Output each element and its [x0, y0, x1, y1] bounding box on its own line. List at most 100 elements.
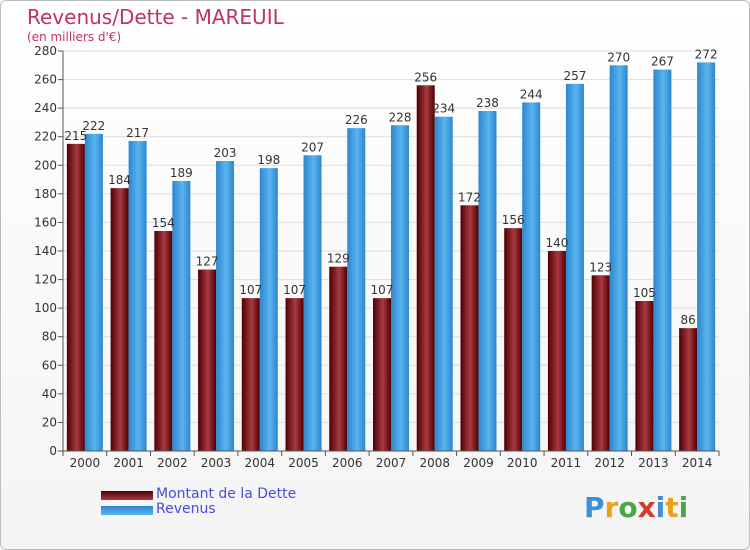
legend-swatch-revenus — [101, 506, 153, 515]
x-tick-label: 2005 — [288, 456, 319, 470]
value-label-revenus: 226 — [345, 113, 368, 127]
legend-label-dette: Montant de la Dette — [156, 486, 297, 502]
bar-dette — [241, 298, 260, 451]
bar-revenus — [522, 102, 541, 451]
y-tick-label: 100 — [34, 301, 57, 315]
value-label-dette: 172 — [458, 190, 481, 204]
y-tick-label: 120 — [34, 273, 57, 287]
x-tick-label: 2000 — [70, 456, 101, 470]
bar-revenus — [653, 69, 672, 452]
value-label-dette: 123 — [589, 260, 612, 274]
value-label-revenus: 207 — [301, 140, 324, 154]
value-label-revenus: 272 — [695, 47, 718, 61]
value-label-dette: 215 — [64, 129, 87, 143]
value-label-revenus: 228 — [389, 110, 412, 124]
value-label-revenus: 217 — [126, 126, 149, 140]
value-label-dette: 107 — [283, 283, 306, 297]
y-tick-label: 280 — [34, 44, 57, 58]
x-tick-label: 2007 — [376, 456, 407, 470]
y-tick-label: 180 — [34, 187, 57, 201]
bar-revenus — [391, 125, 409, 452]
bar-revenus — [697, 62, 716, 452]
value-label-revenus: 234 — [432, 102, 455, 116]
x-tick-label: 2002 — [157, 456, 188, 470]
value-label-revenus: 244 — [520, 87, 543, 101]
y-tick-label: 160 — [34, 215, 57, 229]
value-label-revenus: 189 — [170, 166, 193, 180]
y-tick-label: 240 — [34, 101, 57, 115]
value-label-dette: 256 — [414, 70, 437, 84]
bar-dette — [460, 205, 479, 451]
bar-revenus — [434, 116, 453, 451]
x-tick-label: 2008 — [419, 456, 450, 470]
x-tick-label: 2010 — [507, 456, 538, 470]
x-tick-label: 2012 — [594, 456, 625, 470]
bar-dette — [547, 251, 566, 451]
value-label-dette: 129 — [327, 252, 350, 266]
bar-revenus — [609, 65, 628, 452]
y-tick-label: 0 — [49, 444, 57, 458]
x-tick-label: 2013 — [638, 456, 669, 470]
y-tick-label: 60 — [42, 358, 57, 372]
value-label-revenus: 270 — [607, 50, 630, 64]
value-label-revenus: 203 — [214, 146, 237, 160]
y-tick-label: 260 — [34, 73, 57, 87]
y-tick-label: 220 — [34, 130, 57, 144]
bar-dette — [591, 275, 610, 451]
x-tick-label: 2006 — [332, 456, 363, 470]
proxiti-logo: Proxiti — [584, 487, 704, 527]
bar-dette — [373, 298, 391, 451]
bar-dette — [110, 188, 129, 451]
value-label-revenus: 198 — [257, 153, 280, 167]
svg-text:Proxiti: Proxiti — [584, 491, 688, 524]
x-tick-label: 2001 — [113, 456, 144, 470]
bar-dette — [198, 269, 217, 451]
bar-revenus — [478, 111, 497, 451]
bar-dette — [66, 143, 85, 451]
bars — [66, 62, 716, 452]
bar-dette — [285, 298, 304, 451]
bar-dette — [635, 301, 654, 451]
bar-revenus — [84, 133, 103, 451]
value-label-dette: 140 — [545, 236, 568, 250]
bar-dette — [504, 228, 523, 451]
bar-dette — [329, 266, 348, 451]
value-label-dette: 156 — [502, 213, 525, 227]
bar-revenus — [259, 168, 278, 451]
value-label-revenus: 267 — [651, 55, 674, 69]
bar-dette — [679, 328, 698, 451]
legend-label-revenus: Revenus — [156, 501, 216, 517]
chart-subtitle: (en milliers d'€) — [27, 30, 122, 44]
bar-revenus — [303, 155, 322, 452]
bar-dette — [416, 85, 435, 452]
x-tick-label: 2009 — [463, 456, 494, 470]
x-tick-label: 2004 — [245, 456, 276, 470]
value-label-revenus: 238 — [476, 96, 499, 110]
bar-revenus — [565, 83, 584, 451]
bar-revenus — [128, 141, 147, 451]
value-label-revenus: 257 — [563, 69, 586, 83]
bar-revenus — [172, 181, 191, 451]
y-tick-label: 40 — [42, 387, 57, 401]
value-label-revenus: 222 — [82, 119, 105, 133]
value-label-dette: 107 — [239, 283, 262, 297]
y-tick-label: 200 — [34, 158, 57, 172]
value-label-dette: 127 — [196, 255, 219, 269]
y-tick-label: 80 — [42, 330, 57, 344]
axes: 0 20 40 60 80 100 120 140 160 180 200 220 240 260 280 2… — [34, 44, 720, 470]
x-tick-label: 2003 — [201, 456, 232, 470]
bar-revenus — [216, 161, 235, 451]
legend-swatch-dette — [101, 491, 153, 500]
value-label-dette: 105 — [633, 286, 656, 300]
value-label-dette: 184 — [108, 173, 131, 187]
x-tick-label: 2014 — [682, 456, 713, 470]
bar-revenus — [347, 128, 366, 451]
value-label-dette: 154 — [152, 216, 175, 230]
bar-dette — [154, 231, 173, 451]
y-tick-label: 140 — [34, 244, 57, 258]
x-tick-label: 2011 — [551, 456, 582, 470]
proxiti-logo-image: Proxiti — [584, 491, 688, 524]
